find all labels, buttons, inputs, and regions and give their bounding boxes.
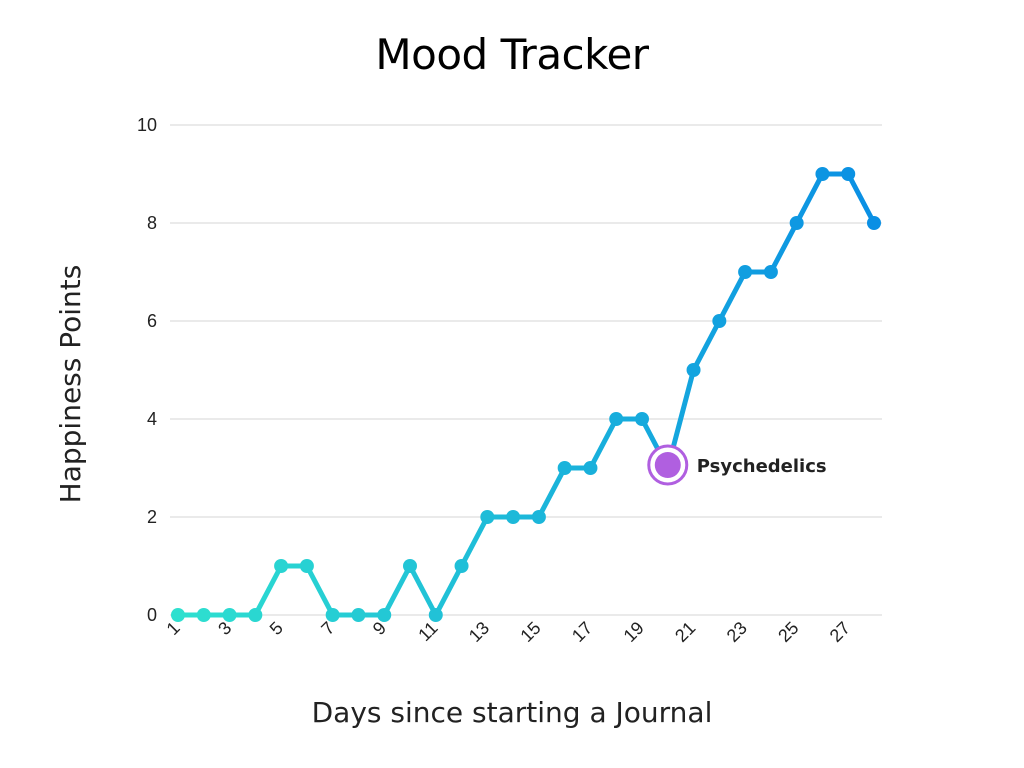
y-tick-label: 8 (147, 213, 157, 233)
data-point (686, 363, 701, 377)
data-point (351, 608, 366, 622)
data-point (712, 314, 727, 328)
annotation-point (654, 452, 681, 478)
data-point (609, 412, 624, 426)
data-point (454, 559, 469, 573)
y-tick-label: 4 (147, 409, 157, 429)
annotation: Psychedelics (647, 444, 827, 486)
data-points (171, 167, 881, 622)
data-point (841, 167, 856, 181)
data-point (274, 559, 289, 573)
x-tick-label: 27 (826, 618, 854, 646)
data-point (299, 559, 314, 573)
x-tick-label: 21 (671, 618, 699, 646)
data-point (583, 461, 598, 475)
x-tick-label: 13 (465, 618, 493, 646)
series-line-path (175, 171, 877, 618)
x-tick-label: 25 (774, 618, 802, 646)
data-point (428, 608, 443, 622)
x-tick-label: 23 (723, 618, 751, 646)
data-point (480, 510, 495, 524)
x-tick-label: 5 (266, 618, 287, 639)
data-point (222, 608, 237, 622)
gridlines (170, 124, 882, 616)
chart-title: Mood Tracker (375, 30, 649, 79)
data-point (506, 510, 521, 524)
y-tick-label: 2 (147, 507, 157, 527)
data-point (867, 216, 881, 230)
data-point (248, 608, 263, 622)
y-tick-label: 0 (147, 605, 157, 625)
data-point (531, 510, 546, 524)
y-tick-label: 6 (147, 311, 157, 331)
data-point (763, 265, 778, 279)
x-tick-label: 15 (516, 618, 544, 646)
data-point (815, 167, 830, 181)
y-tick-label: 10 (137, 115, 157, 135)
x-tick-label: 17 (568, 618, 596, 646)
x-tick-label: 19 (620, 618, 648, 646)
data-point (325, 608, 340, 622)
data-point (403, 559, 417, 573)
data-point (738, 265, 753, 279)
y-axis-title: Happiness Points (54, 265, 87, 504)
data-point (377, 608, 392, 622)
data-point (635, 412, 649, 426)
series-line (175, 171, 877, 618)
data-point (171, 608, 185, 622)
x-tick-label: 11 (414, 618, 441, 645)
x-axis-title: Days since starting a Journal (312, 696, 713, 729)
data-point (789, 216, 804, 230)
x-axis-ticks: 1 3 5 7 9 11 13 15 17 19 21 23 25 27 (163, 618, 854, 646)
data-point (196, 608, 211, 622)
data-point (557, 461, 572, 475)
annotation-label: Psychedelics (697, 456, 827, 477)
y-axis-ticks: 0 2 4 6 8 10 (137, 115, 157, 625)
